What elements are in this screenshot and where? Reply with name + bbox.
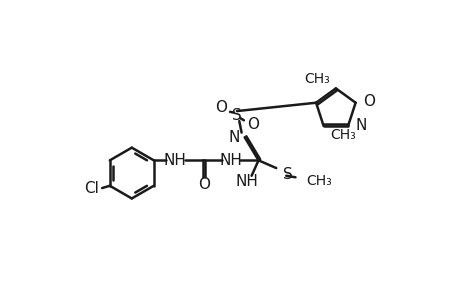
Text: S: S — [232, 108, 241, 123]
Text: NH: NH — [163, 153, 186, 168]
Text: NH: NH — [235, 174, 258, 189]
Text: NH: NH — [219, 153, 242, 168]
Text: CH₃: CH₃ — [306, 174, 331, 188]
Text: N: N — [355, 118, 366, 134]
Text: O: O — [197, 177, 209, 192]
Text: Cl: Cl — [84, 181, 99, 196]
Text: CH₃: CH₃ — [303, 72, 329, 86]
Text: O: O — [246, 117, 258, 132]
Text: O: O — [363, 94, 375, 109]
Text: S: S — [283, 167, 292, 182]
Text: CH₃: CH₃ — [329, 128, 355, 142]
Text: N: N — [228, 130, 240, 145]
Text: O: O — [214, 100, 226, 115]
